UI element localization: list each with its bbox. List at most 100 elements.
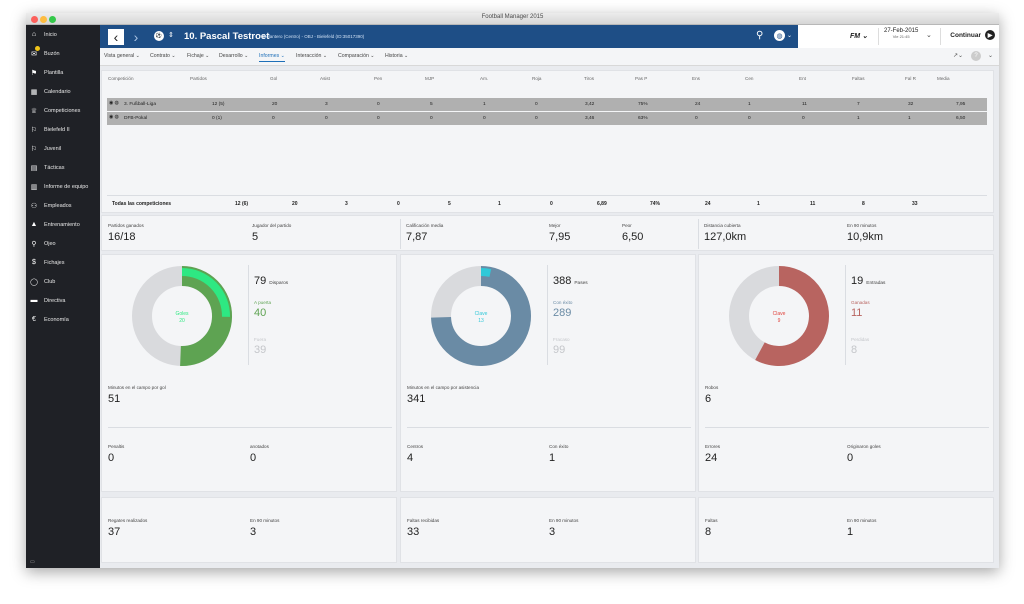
totals-cell: 8	[862, 201, 865, 207]
detail-label: Minutos en el campo por gol	[108, 385, 166, 390]
total-value: 19	[851, 275, 864, 287]
sidebar-item-label: Inicio	[44, 31, 57, 38]
column-header[interactable]: Ent	[799, 76, 806, 81]
column-header[interactable]: Partidos	[190, 76, 207, 81]
totals-cell: 0	[397, 201, 400, 207]
competition-icon: ◉ ◍	[109, 115, 119, 120]
sidebar-item-9[interactable]: ⚇ Empleados	[26, 196, 100, 215]
tab-5[interactable]: Interacción ⌄	[296, 53, 328, 59]
table-cell: 1	[483, 102, 486, 107]
column-header[interactable]: Fal R	[905, 76, 916, 81]
club-icon: ◯	[30, 278, 38, 286]
competition-name[interactable]: DFB-Pokal	[124, 116, 148, 121]
totals-cell: 24	[705, 201, 711, 207]
table-cell: 24	[695, 102, 701, 107]
tab-3[interactable]: Desarrollo ⌄	[219, 53, 249, 59]
table-cell: 1	[908, 116, 911, 121]
sidebar-item-13[interactable]: ◯ Club	[26, 272, 100, 291]
column-header[interactable]: Roja	[532, 76, 542, 81]
column-header[interactable]: Faltas	[852, 76, 865, 81]
zoom-window-button[interactable]	[49, 16, 56, 23]
player-subtitle: Delantero (Centro) - OBJ - Bielefeld (ID…	[263, 34, 365, 39]
sidebar-footer-icon[interactable]: ▭	[30, 559, 35, 565]
more-chevron-icon[interactable]: ⌄	[987, 53, 993, 59]
view-options-icon[interactable]: ↗⌄	[952, 53, 963, 59]
sidebar-item-label: Calendario	[44, 88, 71, 95]
close-window-button[interactable]	[31, 16, 38, 23]
fm-menu-button[interactable]: FM ⌄	[850, 33, 868, 40]
column-header[interactable]: Media	[937, 76, 950, 81]
divider	[400, 219, 401, 249]
table-row[interactable]: ◉ ◍ 3. Fußball-Liga 12 (5) 20 3 0 5 1 0 3,42 75% 24…	[107, 98, 987, 111]
tab-6[interactable]: Comparación ⌄	[338, 53, 375, 59]
donut-key-segment	[480, 268, 492, 277]
tab-1[interactable]: Contrato ⌄	[150, 53, 176, 59]
primary-breakdown-label: Con éxito	[553, 300, 573, 305]
sidebar-item-4[interactable]: ♕ Competiciones	[26, 101, 100, 120]
globe-icon[interactable]: ◍	[774, 30, 785, 41]
date-display[interactable]: 27-Feb-2015 Vie 21:45	[884, 28, 918, 39]
column-header[interactable]: Ens	[692, 76, 700, 81]
date-chevron-icon[interactable]: ⌄	[926, 32, 932, 39]
summary-strip: Partidos ganados 16/18 Jugador del parti…	[101, 215, 994, 251]
sidebar-item-1[interactable]: ✉ Buzón	[26, 44, 100, 63]
divider	[248, 265, 249, 365]
matches-won-value: 16/18	[108, 231, 136, 243]
minimize-window-button[interactable]	[40, 16, 47, 23]
divider	[547, 265, 548, 365]
tab-7[interactable]: Historia ⌄	[385, 53, 409, 59]
table-cell: 0	[325, 116, 328, 121]
sidebar-item-12[interactable]: $ Fichajes	[26, 253, 100, 272]
sidebar-item-5[interactable]: ⚐ Bielefeld II	[26, 120, 100, 139]
help-icon[interactable]: ?	[971, 51, 981, 61]
sidebar-item-15[interactable]: € Economía	[26, 310, 100, 329]
app-window: Football Manager 2015 ⌂ Inicio ✉ Buzón ⚑ Plan…	[26, 13, 999, 568]
detail-label: Penaltis	[108, 444, 125, 449]
detail-value: 0	[108, 452, 115, 464]
divider	[878, 28, 879, 45]
stats-table: Competición Partidos Gol Asist Pen MJP Am. Roja…	[101, 70, 994, 213]
donut-panel: Clave 13 388 Pases Con éxito 289 Fracaso 99 Minu…	[400, 254, 696, 492]
tab-2[interactable]: Fichaje ⌄	[187, 53, 210, 59]
title-bar: Football Manager 2015	[26, 13, 999, 25]
sidebar-item-11[interactable]: ⚲ Ojeo	[26, 234, 100, 253]
sidebar-item-0[interactable]: ⌂ Inicio	[26, 25, 100, 44]
player-switch-icon[interactable]: ⇕	[168, 32, 174, 39]
player-of-match-value: 5	[252, 231, 259, 243]
chevron-down-icon[interactable]: ⌄	[787, 33, 793, 39]
sidebar-item-7[interactable]: ▤ Tácticas	[26, 158, 100, 177]
column-header[interactable]: Competición	[108, 76, 134, 81]
total-stat: 19 Entradas	[851, 271, 885, 289]
tab-4[interactable]: Informes ⌄	[259, 53, 285, 62]
column-header[interactable]: Asist	[320, 76, 330, 81]
table-cell: 1	[857, 116, 860, 121]
table-cell: 20	[272, 102, 278, 107]
sidebar-item-2[interactable]: ⚑ Plantilla	[26, 63, 100, 82]
table-row[interactable]: ◉ ◍ DFB-Pokal 0 (1) 0 0 0 0 0 0 3,46 63% 0 0 0 1 1 6,50	[107, 112, 987, 125]
sidebar-item-8[interactable]: ▥ Informe de equipo	[26, 177, 100, 196]
sidebar-item-label: Directiva	[44, 297, 66, 304]
sidebar-item-14[interactable]: ▬ Directiva	[26, 291, 100, 310]
detail-label: Centros	[407, 444, 424, 449]
column-header[interactable]: Am.	[480, 76, 489, 81]
totals-cell: 5	[448, 201, 451, 207]
competition-name[interactable]: 3. Fußball-Liga	[124, 102, 156, 107]
bottom-stats-panel: Faltas 8 En 90 minutos 1	[698, 497, 994, 563]
sidebar-item-6[interactable]: ⚐ Juvenil	[26, 139, 100, 158]
column-header[interactable]: Pen	[374, 76, 383, 81]
column-header[interactable]: Gol	[270, 76, 278, 81]
distance-value: 127,0km	[704, 231, 747, 243]
forward-button[interactable]: ›	[133, 29, 139, 45]
column-header[interactable]: Tiros	[584, 76, 595, 81]
column-header[interactable]: Pas P	[635, 76, 648, 81]
sidebar-item-10[interactable]: ▲ Entrenamiento	[26, 215, 100, 234]
back-button[interactable]: ‹	[108, 29, 124, 45]
continue-button[interactable]: Continuar ▶	[950, 30, 995, 40]
column-header[interactable]: MJP	[425, 76, 435, 81]
column-header[interactable]: Cen	[745, 76, 754, 81]
total-label: Disparos	[269, 281, 289, 286]
tab-0[interactable]: Vista general ⌄	[104, 53, 140, 59]
search-icon[interactable]: ⚲	[756, 30, 764, 41]
trophy-icon: ♕	[30, 107, 38, 115]
sidebar-item-3[interactable]: ▦ Calendario	[26, 82, 100, 101]
